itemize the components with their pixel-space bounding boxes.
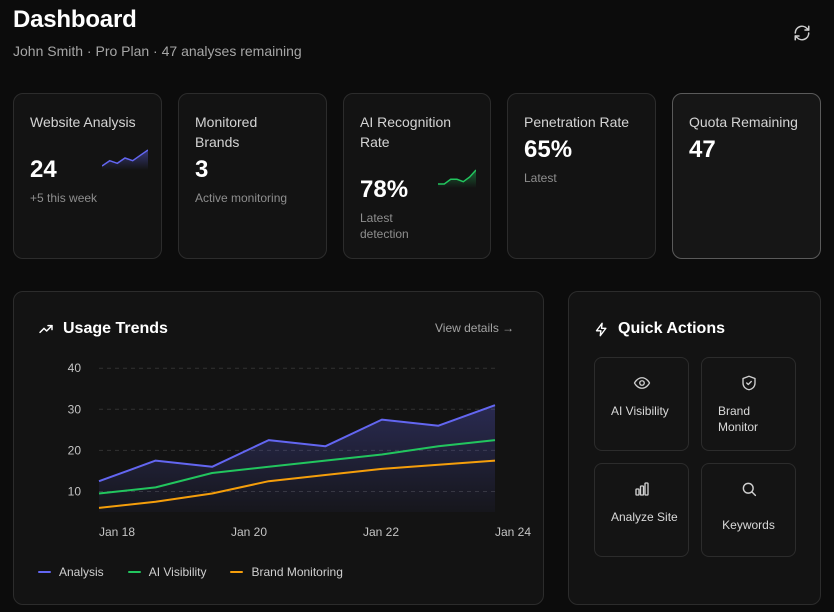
usage-trends-header: Usage Trends (38, 320, 168, 338)
quick-actions-title: Quick Actions (618, 320, 725, 337)
legend-item-analysis: Analysis (38, 565, 104, 579)
sparkline-website-analysis (102, 149, 148, 170)
legend-label: AI Visibility (148, 565, 207, 579)
legend-swatch (230, 571, 244, 573)
sparkline-analysis-line (102, 149, 148, 167)
quick-action-ai-visibility[interactable]: AI Visibility (594, 357, 689, 451)
stat-sub: Active monitoring (195, 191, 288, 205)
chart-legend: Analysis AI Visibility Brand Monitoring (38, 565, 367, 579)
stat-card-quota-remaining: Quota Remaining 47 (672, 93, 821, 259)
sparkline-ai-recognition-line (438, 169, 476, 185)
legend-item-ai-visibility: AI Visibility (127, 565, 207, 579)
stat-value: 47 (689, 136, 716, 163)
quick-action-label: Keywords (722, 518, 775, 532)
x-tick-label: Jan 24 (495, 525, 531, 539)
legend-swatch (38, 571, 51, 573)
quick-action-label: Analyze Site (611, 510, 678, 524)
stat-value: 78% (360, 176, 409, 203)
sparkline-analysis-area (102, 150, 148, 170)
stat-sub: Latest (524, 171, 557, 185)
view-details-link[interactable]: View details → (435, 321, 515, 335)
stat-label: Quota Remaining (689, 114, 798, 130)
trending-up-icon (39, 324, 53, 334)
bar-chart-icon (634, 482, 649, 496)
stat-card-website-analysis: Website Analysis 24 +5 this week (13, 93, 162, 259)
y-tick-label: 30 (68, 402, 82, 416)
stat-sub: +5 this week (30, 191, 98, 205)
usage-trends-title: Usage Trends (63, 320, 168, 337)
refresh-icon (794, 25, 810, 41)
y-tick-label: 10 (68, 484, 82, 498)
sparkline-ai-recognition (438, 169, 476, 188)
stat-label: Monitored Brands (195, 114, 258, 150)
stat-label: AI Recognition Rate (360, 114, 452, 150)
legend-label: Brand Monitoring (251, 565, 343, 579)
usage-trends-panel: Usage Trends View details → 10 20 30 40 Jan … (13, 291, 544, 605)
y-tick-label: 20 (68, 443, 82, 457)
quick-action-analyze-site[interactable]: Analyze Site (594, 463, 689, 557)
stat-sub: Latest detection (360, 211, 409, 241)
quick-actions-header: Quick Actions (594, 320, 725, 338)
analysis-area-fill (99, 405, 495, 512)
quick-actions-panel: Quick Actions AI Visibility Brand Monito… (568, 291, 821, 605)
eye-icon (633, 377, 650, 389)
page-subtitle: John Smith · Pro Plan · 47 analyses rema… (13, 43, 302, 59)
sparkline-ai-recognition-area (438, 170, 476, 188)
x-tick-label: Jan 22 (363, 525, 399, 539)
x-tick-label: Jan 20 (231, 525, 267, 539)
usage-trends-chart: 10 20 30 40 Jan 18 Jan 20 Jan 22 Jan 24 (68, 361, 532, 539)
legend-item-brand-monitoring: Brand Monitoring (230, 565, 343, 579)
refresh-button[interactable] (790, 21, 814, 45)
stat-label: Penetration Rate (524, 114, 630, 130)
legend-swatch (127, 571, 141, 573)
shield-check-icon (741, 375, 756, 391)
lightning-icon (595, 322, 607, 336)
series-line-analysis (98, 404, 496, 483)
stat-card-monitored-brands: Monitored Brands 3 Active monitoring (178, 93, 327, 259)
stat-label: Website Analysis (30, 114, 136, 130)
legend-label: Analysis (59, 565, 104, 579)
search-icon (742, 482, 756, 497)
y-tick-label: 40 (68, 361, 82, 375)
quick-action-label: AI Visibility (611, 404, 669, 418)
quick-action-brand-monitor[interactable]: Brand Monitor (701, 357, 796, 451)
quick-action-keywords[interactable]: Keywords (701, 463, 796, 557)
stat-value: 3 (195, 156, 209, 183)
stat-card-penetration-rate: Penetration Rate 65% Latest (507, 93, 656, 259)
page-title: Dashboard (13, 6, 137, 33)
stat-value: 24 (30, 156, 57, 183)
stat-value: 65% (524, 136, 573, 163)
quick-action-label: Brand Monitor (718, 404, 759, 434)
x-tick-label: Jan 18 (99, 525, 135, 539)
stat-card-ai-recognition: AI Recognition Rate 78% Latest detection (343, 93, 491, 259)
series-line-brand-monitoring (98, 459, 496, 509)
series-line-ai-visibility (98, 439, 496, 495)
